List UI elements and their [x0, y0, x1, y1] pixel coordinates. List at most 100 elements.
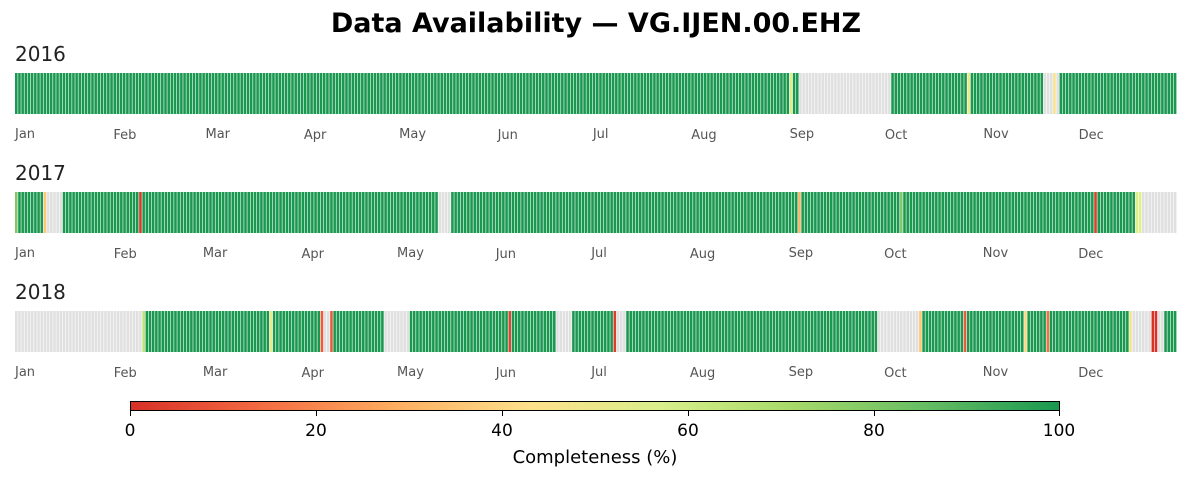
day-cell: [1170, 192, 1174, 233]
day-cell: [97, 311, 101, 352]
day-cell: [1126, 311, 1129, 352]
day-cell: [1005, 73, 1009, 114]
day-cell: [303, 73, 307, 114]
day-cell: [84, 73, 88, 114]
day-cell: [322, 73, 326, 114]
day-cell: [446, 73, 450, 114]
day-cell: [234, 192, 238, 233]
day-cell: [139, 311, 142, 352]
day-cell: [1138, 73, 1142, 114]
day-cell: [50, 192, 53, 233]
day-cell: [218, 73, 221, 114]
day-cell: [626, 192, 629, 233]
month-label: Dec: [1078, 366, 1104, 381]
day-cell: [1148, 73, 1152, 114]
day-cell: [884, 73, 888, 114]
day-cell: [1135, 192, 1139, 233]
day-cell: [637, 73, 640, 114]
day-cell: [654, 192, 658, 233]
day-cell: [564, 73, 567, 114]
day-cell: [686, 311, 690, 352]
day-cell: [421, 73, 424, 114]
day-cell: [190, 192, 193, 233]
day-cell: [1110, 311, 1113, 352]
day-cell: [346, 311, 349, 352]
day-cell: [88, 192, 91, 233]
day-cell: [335, 73, 339, 114]
day-cell: [855, 311, 859, 352]
day-cell: [456, 73, 459, 114]
day-cell: [192, 73, 196, 114]
month-label: Jul: [591, 365, 607, 380]
day-cell: [438, 192, 441, 233]
day-cell: [572, 311, 575, 352]
day-cell: [212, 192, 215, 233]
day-cell: [148, 311, 152, 352]
day-cell: [291, 311, 295, 352]
day-cell: [173, 73, 177, 114]
day-cell: [599, 73, 602, 114]
day-cell: [170, 73, 174, 114]
day-cell: [802, 73, 805, 114]
day-cell: [853, 73, 856, 114]
day-cell: [408, 73, 412, 114]
day-cell: [390, 311, 394, 352]
day-cell: [543, 311, 547, 352]
day-cell: [683, 192, 687, 233]
day-cell: [756, 192, 760, 233]
day-cell: [588, 311, 591, 352]
day-cell: [734, 311, 738, 352]
day-cell: [164, 311, 168, 352]
day-cell: [1024, 73, 1028, 114]
month-label: Mar: [202, 365, 228, 380]
day-cell: [291, 192, 295, 233]
day-cell: [836, 192, 839, 233]
day-cell: [737, 192, 741, 233]
day-cell: [91, 192, 94, 233]
day-cell: [139, 192, 142, 233]
day-cell: [161, 192, 165, 233]
day-cell: [580, 73, 583, 114]
day-cell: [368, 192, 371, 233]
day-cell: [1068, 311, 1072, 352]
day-cell: [81, 311, 85, 352]
day-cell: [594, 311, 597, 352]
day-cell: [148, 73, 151, 114]
day-cell: [374, 192, 378, 233]
month-label: Feb: [113, 247, 137, 262]
day-cell: [1100, 311, 1104, 352]
day-cell: [234, 73, 237, 114]
day-cell: [459, 73, 463, 114]
day-cell: [900, 192, 903, 233]
day-cell: [1113, 73, 1117, 114]
day-cell: [449, 73, 453, 114]
day-cell: [576, 73, 580, 114]
day-cell: [278, 73, 282, 114]
day-cell: [578, 311, 582, 352]
day-cell: [215, 192, 219, 233]
day-cell: [705, 192, 709, 233]
day-cell: [371, 192, 375, 233]
day-cell: [818, 73, 821, 114]
day-cell: [326, 311, 330, 352]
day-cell: [447, 192, 451, 233]
day-cell: [769, 311, 773, 352]
day-cell: [34, 192, 37, 233]
day-cell: [1021, 73, 1025, 114]
day-cell: [728, 192, 731, 233]
day-cell: [573, 73, 577, 114]
day-cell: [30, 311, 34, 352]
day-cell: [478, 73, 482, 114]
colorbar-tick: [1059, 411, 1060, 416]
day-cell: [677, 192, 680, 233]
day-cell: [462, 73, 466, 114]
day-cell: [463, 311, 467, 352]
day-cell: [411, 73, 415, 114]
day-cell: [1027, 311, 1030, 352]
day-cell: [915, 311, 919, 352]
day-cell: [298, 311, 301, 352]
day-cell: [826, 311, 830, 352]
day-cell: [231, 311, 235, 352]
day-cell: [104, 311, 107, 352]
day-cell: [425, 192, 429, 233]
